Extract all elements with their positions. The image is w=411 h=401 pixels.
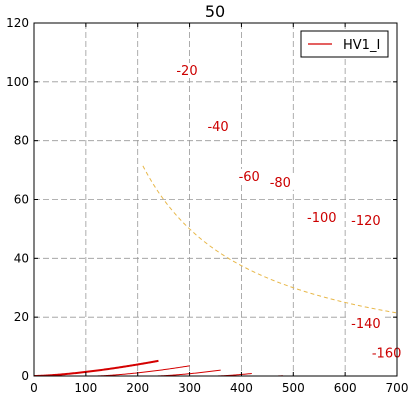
y-tick-label: 40	[14, 251, 29, 265]
x-tick-label: 0	[30, 381, 38, 395]
y-tick-label: 0	[21, 369, 29, 383]
curve-label-bg	[302, 210, 341, 226]
tick-layer: 0 100 200 300 400 500 600 700 0 20 40 60 80 100 120	[6, 16, 408, 395]
max-power-curve	[142, 165, 397, 314]
legend-label: HV1_I	[343, 38, 380, 53]
curve-label: -20	[176, 64, 197, 79]
grid-layer	[34, 23, 397, 376]
x-tick-label: 400	[230, 381, 253, 395]
curve-label: -60	[239, 170, 260, 185]
curve-grid-10	[34, 365, 190, 376]
curve-label-bg	[171, 63, 202, 79]
curve-label-bg	[203, 118, 234, 134]
x-tick-label: 700	[386, 381, 409, 395]
curve-label-bg	[346, 315, 385, 331]
curve-label-bg	[265, 174, 296, 190]
curve-label: -140	[351, 317, 381, 332]
legend: HV1_I	[300, 30, 389, 58]
y-tick-label: 20	[14, 310, 29, 324]
x-tick-label: 100	[74, 381, 97, 395]
x-tick-label: 600	[334, 381, 357, 395]
curve-label-layer: -20 -40 -60 -80 -100 -120 -140 -160	[171, 63, 406, 361]
curve-label-bg	[367, 345, 406, 361]
curve-grid-0	[34, 359, 159, 376]
curve-label: -40	[207, 120, 228, 135]
curve-label: -160	[372, 346, 402, 361]
curve-label-bg	[346, 213, 385, 229]
curve-label: -120	[351, 214, 381, 229]
x-tick-label: 500	[282, 381, 305, 395]
curve-label: -100	[307, 211, 337, 226]
max-power-curve-layer	[142, 165, 397, 314]
curve-label-bg	[234, 168, 265, 184]
y-tick-label: 120	[6, 16, 29, 30]
chart-title: 50	[205, 2, 225, 21]
y-tick-label: 80	[14, 134, 29, 148]
y-tick-label: 60	[14, 193, 29, 207]
curve-label: -80	[270, 176, 291, 191]
y-tick-label: 100	[6, 75, 29, 89]
x-tick-label: 200	[126, 381, 149, 395]
x-tick-label: 300	[178, 381, 201, 395]
